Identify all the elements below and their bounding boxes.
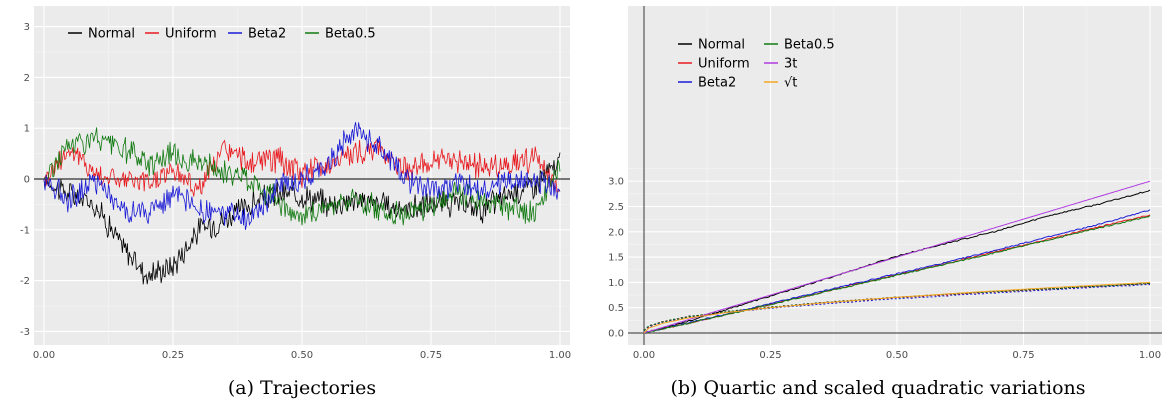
- x-tick-label: 0.75: [420, 350, 442, 361]
- y-tick-label: -1: [20, 225, 30, 236]
- legend-label: Beta0.5: [325, 27, 376, 42]
- panel-a-caption: (a) Trajectories: [228, 377, 376, 399]
- panel-b-series-lines: [643, 180, 1151, 334]
- series-line-Beta0.5: [643, 215, 1151, 334]
- y-tick-label: 0.5: [608, 303, 624, 314]
- legend-label: Normal: [698, 38, 745, 53]
- y-tick-label: 1.5: [608, 253, 624, 264]
- panel-b-variations: 0.00 0.25 0.50 0.75 1.00 0.0 0.5 1.0 1.5 2.0 2.5 3.…: [608, 6, 1162, 399]
- series-line-3t: [643, 180, 1151, 334]
- panel-b-legend: Normal Beta0.5 Uniform 3t Beta2 √t: [678, 38, 835, 91]
- x-tick-label: 1.00: [549, 350, 571, 361]
- x-tick-label: 0.00: [33, 350, 55, 361]
- panel-a-series-lines: [43, 122, 561, 285]
- series-line-Uniform: [43, 139, 560, 197]
- x-tick-label: 0.00: [633, 350, 655, 361]
- y-tick-label: 1.0: [608, 278, 624, 289]
- x-tick-label: 0.75: [1012, 350, 1034, 361]
- panel-a-grid: [34, 6, 570, 345]
- legend-label: √t: [784, 76, 797, 91]
- x-tick-label: 0.25: [759, 350, 781, 361]
- legend-label: Beta2: [698, 76, 736, 91]
- series-line-Beta2: [43, 122, 561, 230]
- series-line-Beta0.5: [43, 127, 561, 226]
- panel-b-tick-labels: 0.00 0.25 0.50 0.75 1.00 0.0 0.5 1.0 1.5 2.0 2.5 3.…: [608, 177, 1161, 361]
- y-tick-label: 3: [24, 22, 30, 33]
- y-tick-label: -3: [20, 327, 30, 338]
- series-line-√t: [643, 281, 1151, 334]
- y-tick-label: 0: [24, 175, 30, 186]
- panel-b-grid: [628, 6, 1162, 345]
- legend-label: 3t: [784, 57, 797, 72]
- legend-label: Uniform: [698, 57, 750, 72]
- y-tick-label: 2: [24, 73, 30, 84]
- dotted-line-Beta0.5: [643, 282, 1151, 331]
- x-tick-label: 0.50: [886, 350, 908, 361]
- y-tick-label: 0.0: [608, 329, 624, 340]
- x-tick-label: 1.00: [1139, 350, 1161, 361]
- legend-label: Normal: [88, 27, 135, 42]
- legend-label: Uniform: [165, 27, 217, 42]
- y-tick-label: 3.0: [608, 177, 624, 188]
- y-tick-label: 1: [24, 124, 30, 135]
- legend-label: Beta2: [248, 27, 286, 42]
- panel-a-legend: Normal Uniform Beta2 Beta0.5: [68, 27, 376, 42]
- series-line-Normal: [43, 152, 561, 285]
- panel-a-trajectories: 0.00 0.25 0.50 0.75 1.00 -3 -2 -1 0 1 2 3 Normal Uni…: [20, 6, 571, 399]
- y-tick-label: 2.5: [608, 202, 624, 213]
- panel-a-tick-labels: 0.00 0.25 0.50 0.75 1.00 -3 -2 -1 0 1 2 3: [20, 22, 571, 361]
- y-tick-label: -2: [20, 276, 30, 287]
- panel-b-caption: (b) Quartic and scaled quadratic variati…: [670, 377, 1085, 399]
- dotted-line-Beta2: [643, 284, 1151, 331]
- y-tick-label: 2.0: [608, 227, 624, 238]
- x-tick-label: 0.25: [162, 350, 184, 361]
- x-tick-label: 0.50: [291, 350, 313, 361]
- legend-label: Beta0.5: [784, 38, 835, 53]
